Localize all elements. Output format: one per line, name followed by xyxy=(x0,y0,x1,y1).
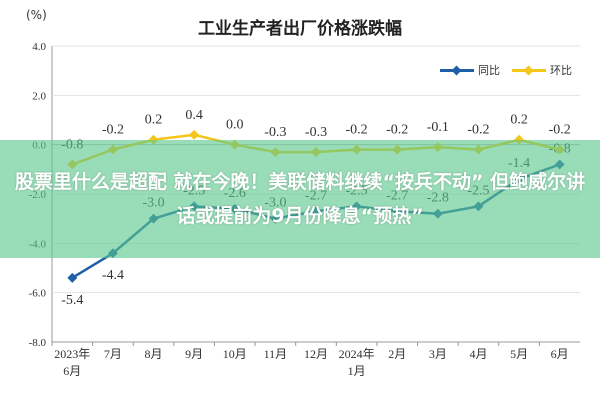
y-tick-label: -8.0 xyxy=(29,337,47,349)
x-tick-label: 7月 xyxy=(104,347,122,361)
legend-label-mom: 环比 xyxy=(550,64,572,77)
chart-title: 工业生产者出厂价格涨跌幅 xyxy=(198,19,402,39)
data-point xyxy=(189,129,200,140)
x-tick-label: 8月 xyxy=(145,347,163,361)
headline-text[interactable]: 股票里什么是超配 就在今晚！美联储料继续“按兵不动” 但鲍威尔讲话或提前为9月份… xyxy=(14,171,586,227)
legend-label-yoy: 同比 xyxy=(478,64,500,77)
data-label: -0.1 xyxy=(427,120,449,135)
legend-item-mom: 环比 xyxy=(512,62,572,78)
data-label: -0.2 xyxy=(549,123,571,138)
x-tick-label: 11月 xyxy=(264,347,288,361)
data-label: -0.3 xyxy=(305,125,327,140)
y-tick-label: -6.0 xyxy=(29,288,47,300)
data-label: -4.4 xyxy=(102,268,124,283)
data-label: -0.2 xyxy=(467,123,489,138)
legend-item-yoy: 同比 xyxy=(440,62,500,78)
data-label: -0.3 xyxy=(264,125,286,140)
x-tick-label: 3月 xyxy=(429,347,447,361)
headline-overlay[interactable]: 股票里什么是超配 就在今晚！美联储料继续“按兵不动” 但鲍威尔讲话或提前为9月份… xyxy=(0,140,600,258)
x-tick-label: 10月 xyxy=(223,347,247,361)
data-label: -0.2 xyxy=(102,123,124,138)
x-tick-label: 2024年 xyxy=(339,347,375,361)
legend-swatch-mom xyxy=(512,65,546,75)
data-label: -0.2 xyxy=(386,123,408,138)
x-tick-label: 12月 xyxy=(304,347,328,361)
legend-swatch-yoy xyxy=(440,65,474,75)
data-label: 0.0 xyxy=(226,118,244,133)
x-tick-label: 6月 xyxy=(551,347,569,361)
data-label: 0.4 xyxy=(185,108,203,123)
y-tick-label: 2.0 xyxy=(32,90,46,102)
data-label: 0.2 xyxy=(145,113,163,128)
y-unit-label: (%) xyxy=(26,8,47,22)
y-tick-label: 4.0 xyxy=(32,41,46,53)
legend: 同比 环比 xyxy=(440,62,578,78)
data-label: -5.4 xyxy=(61,293,83,308)
x-tick-label: 4月 xyxy=(469,347,487,361)
x-tick-label: 6月 xyxy=(63,364,81,378)
data-label: 0.2 xyxy=(510,113,528,128)
x-tick-label: 1月 xyxy=(348,364,366,378)
data-label: -0.2 xyxy=(346,123,368,138)
x-tick-label: 2023年 xyxy=(54,347,90,361)
x-tick-label: 9月 xyxy=(185,347,203,361)
x-tick-label: 2月 xyxy=(388,347,406,361)
x-tick-label: 5月 xyxy=(510,347,528,361)
